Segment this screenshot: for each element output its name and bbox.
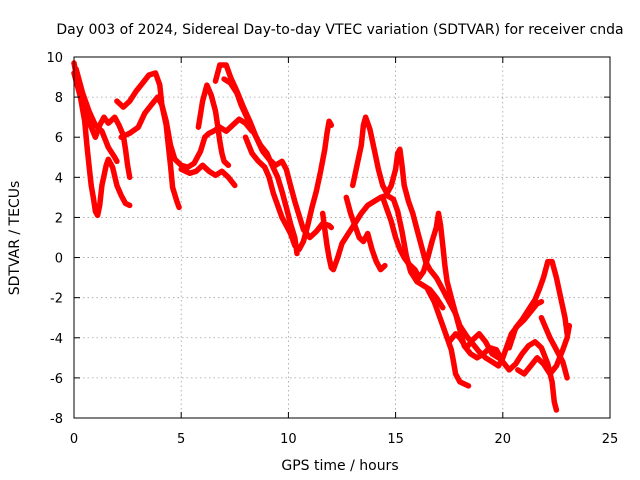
series-track-14 [343, 194, 388, 273]
x-axis-label: GPS time / hours [281, 458, 398, 474]
series-track-19 [538, 314, 570, 381]
x-tick-label: 15 [387, 432, 404, 447]
y-tick-label: 10 [46, 51, 63, 66]
y-tick-label: 8 [55, 91, 63, 106]
y-tick-label: -8 [50, 412, 63, 427]
series-track-17 [506, 258, 570, 351]
x-tick-label: 0 [70, 432, 78, 447]
series-track-15 [425, 286, 472, 389]
series-track-18 [515, 322, 573, 377]
series-track-13 [379, 194, 560, 413]
y-axis-label: SDTVAR / TECUs [7, 181, 23, 296]
x-tick-label: 20 [495, 432, 512, 447]
y-tick-label: 2 [55, 211, 63, 226]
series-track-5 [118, 94, 255, 171]
series-track-3 [73, 66, 120, 165]
y-tick-label: -4 [50, 332, 63, 347]
series-track-10 [242, 118, 335, 253]
series-track-4 [114, 70, 182, 211]
series-track-7 [195, 82, 232, 169]
plot-frame [73, 56, 611, 419]
y-tick-label: 0 [55, 252, 63, 267]
x-tick-label: 10 [280, 432, 297, 447]
series-track-2 [71, 70, 133, 219]
series-track-6 [178, 162, 238, 189]
x-tick-label: 25 [602, 432, 619, 447]
x-tick-label: 5 [177, 432, 185, 447]
y-tick-label: 4 [55, 171, 63, 186]
axis-ticks: 0 5 10 15 20 25 -8 -6 -4 -2 0 2 4 6 8 10 [46, 51, 618, 447]
y-tick-label: -2 [50, 292, 63, 307]
y-tick-label: 6 [55, 131, 63, 146]
series-track-9 [221, 76, 300, 257]
series-track-11 [319, 192, 446, 311]
series-track-16 [446, 331, 502, 361]
data-series [71, 60, 573, 413]
y-tick-label: -6 [50, 372, 63, 387]
chart-title: Day 003 of 2024, Sidereal Day-to-day VTE… [56, 22, 623, 38]
